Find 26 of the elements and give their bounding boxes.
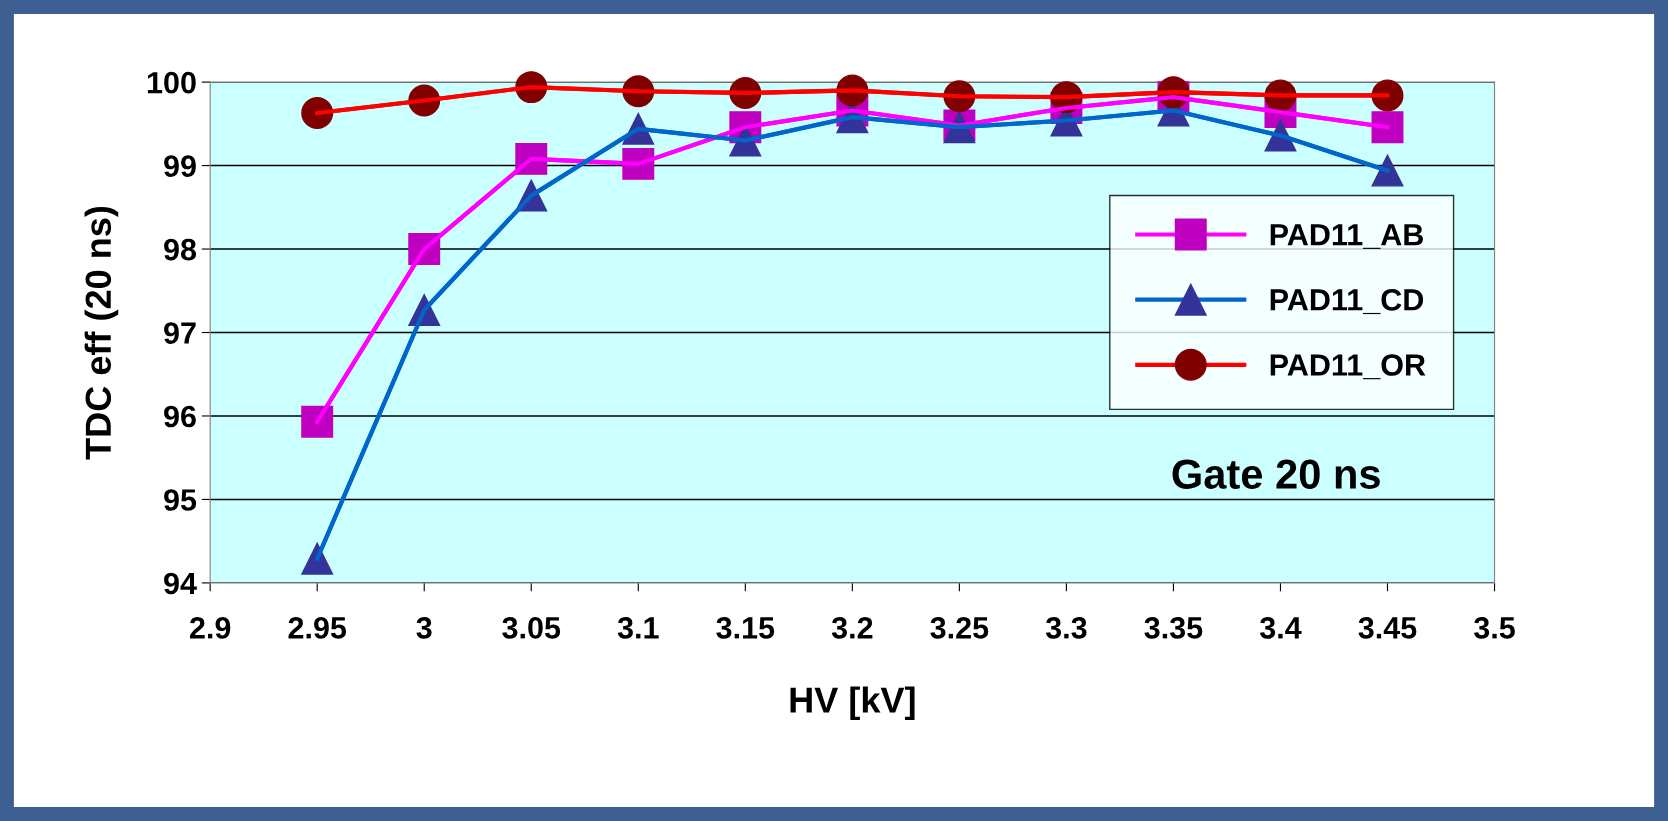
y-tick-label: 94 bbox=[164, 572, 197, 595]
x-tick-label: 3.2 bbox=[831, 617, 873, 639]
x-tick-label: 3.05 bbox=[502, 617, 561, 639]
legend-label: PAD11_CD bbox=[1270, 289, 1424, 315]
x-tick-label: 3.15 bbox=[716, 617, 775, 639]
y-tick-label: 100 bbox=[147, 71, 196, 94]
x-tick-label: 3.45 bbox=[1358, 617, 1417, 639]
y-tick-label: 96 bbox=[164, 405, 196, 428]
y-tick-label: 98 bbox=[164, 238, 197, 261]
x-tick-label: 3.5 bbox=[1473, 617, 1515, 639]
x-axis-title: HV [kV] bbox=[790, 686, 915, 721]
y-tick-label: 97 bbox=[164, 322, 196, 344]
legend-label: PAD11_AB bbox=[1270, 224, 1423, 249]
x-tick-label: 3 bbox=[416, 617, 432, 639]
y-tick-label: 99 bbox=[164, 155, 196, 177]
x-tick-label: 3.3 bbox=[1045, 617, 1087, 639]
x-tick-label: 3.1 bbox=[617, 617, 659, 639]
x-tick-label: 2.95 bbox=[288, 617, 347, 639]
x-tick-label: 3.35 bbox=[1144, 617, 1203, 639]
x-tick-label: 2.9 bbox=[189, 617, 231, 639]
annotation: Gate 20 ns bbox=[1172, 459, 1380, 489]
x-tick-label: 3.4 bbox=[1259, 617, 1302, 639]
x-tick-label: 3.25 bbox=[930, 617, 989, 639]
y-axis-title: TDC eff (20 ns) bbox=[84, 206, 119, 460]
legend-label: PAD11_OR bbox=[1270, 354, 1426, 380]
y-tick-label: 95 bbox=[164, 489, 197, 511]
